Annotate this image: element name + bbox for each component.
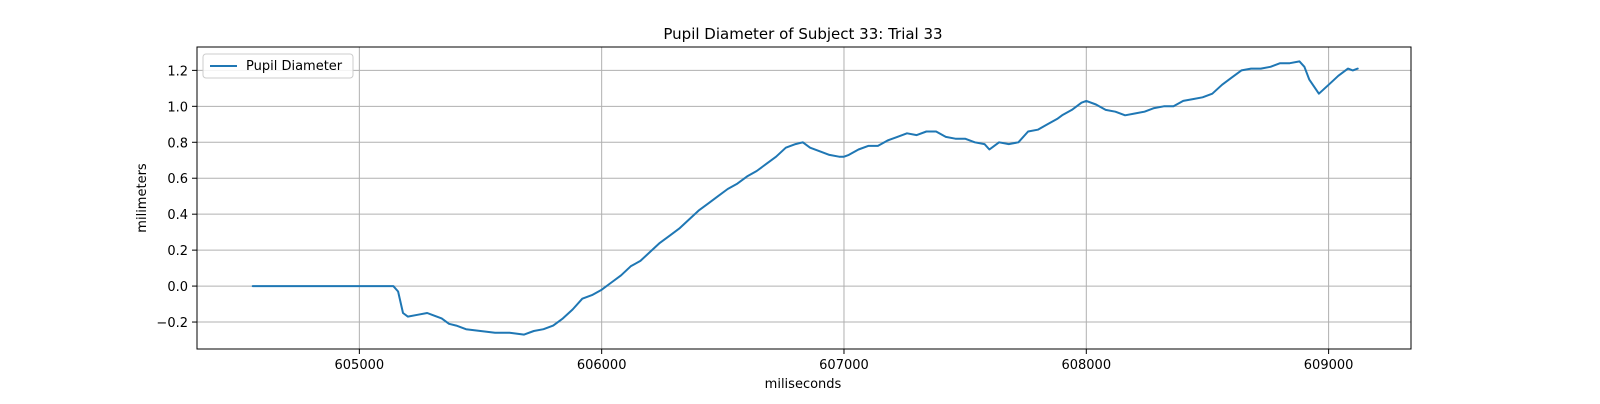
x-tick-label: 609000 xyxy=(1304,358,1354,373)
y-tick-label: −0.2 xyxy=(156,316,188,331)
legend-entry-label: Pupil Diameter xyxy=(246,59,343,74)
chart-title: Pupil Diameter of Subject 33: Trial 33 xyxy=(663,25,942,43)
y-tick-label: 1.0 xyxy=(167,100,188,115)
series-line-pupil-diameter xyxy=(251,60,1359,336)
legend: Pupil Diameter xyxy=(202,53,354,79)
x-tick-label: 607000 xyxy=(819,358,869,373)
y-tick-label: 0.4 xyxy=(167,208,188,223)
y-tick-label: 0.6 xyxy=(167,172,188,187)
plot-frame xyxy=(196,46,1412,350)
x-tick-label: 608000 xyxy=(1061,358,1111,373)
y-axis-label: milimeters xyxy=(135,163,150,233)
x-tick-label: 606000 xyxy=(577,358,627,373)
y-ticks: −0.2 0.0 0.2 0.4 0.6 0.8 1.0 1.2 xyxy=(156,64,197,331)
y-tick-label: 0.0 xyxy=(167,280,188,295)
x-ticks: 605000 606000 607000 608000 609000 xyxy=(335,349,1354,373)
grid-lines xyxy=(197,47,1411,349)
y-tick-label: 0.2 xyxy=(167,244,188,259)
legend-box xyxy=(202,53,354,79)
x-axis-label: miliseconds xyxy=(765,377,842,392)
y-tick-label: 1.2 xyxy=(167,64,188,79)
series-layer xyxy=(251,60,1359,336)
y-tick-label: 0.8 xyxy=(167,136,188,151)
x-tick-label: 605000 xyxy=(335,358,385,373)
